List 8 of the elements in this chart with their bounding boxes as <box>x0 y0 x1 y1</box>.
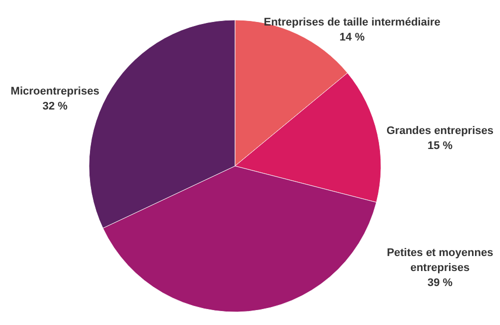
data-label: 15 % <box>427 140 453 152</box>
data-label: 39 % <box>427 277 453 289</box>
data-label: 32 % <box>42 100 68 113</box>
data-label: 14 % <box>340 32 365 44</box>
slice-label: Petites et moyennes entreprises <box>386 247 494 274</box>
slice-label: Grandes entreprises <box>386 125 494 138</box>
slice-label: Entreprises de taille intermédiaire <box>264 16 440 28</box>
slice-label: Microentreprises <box>10 86 100 98</box>
